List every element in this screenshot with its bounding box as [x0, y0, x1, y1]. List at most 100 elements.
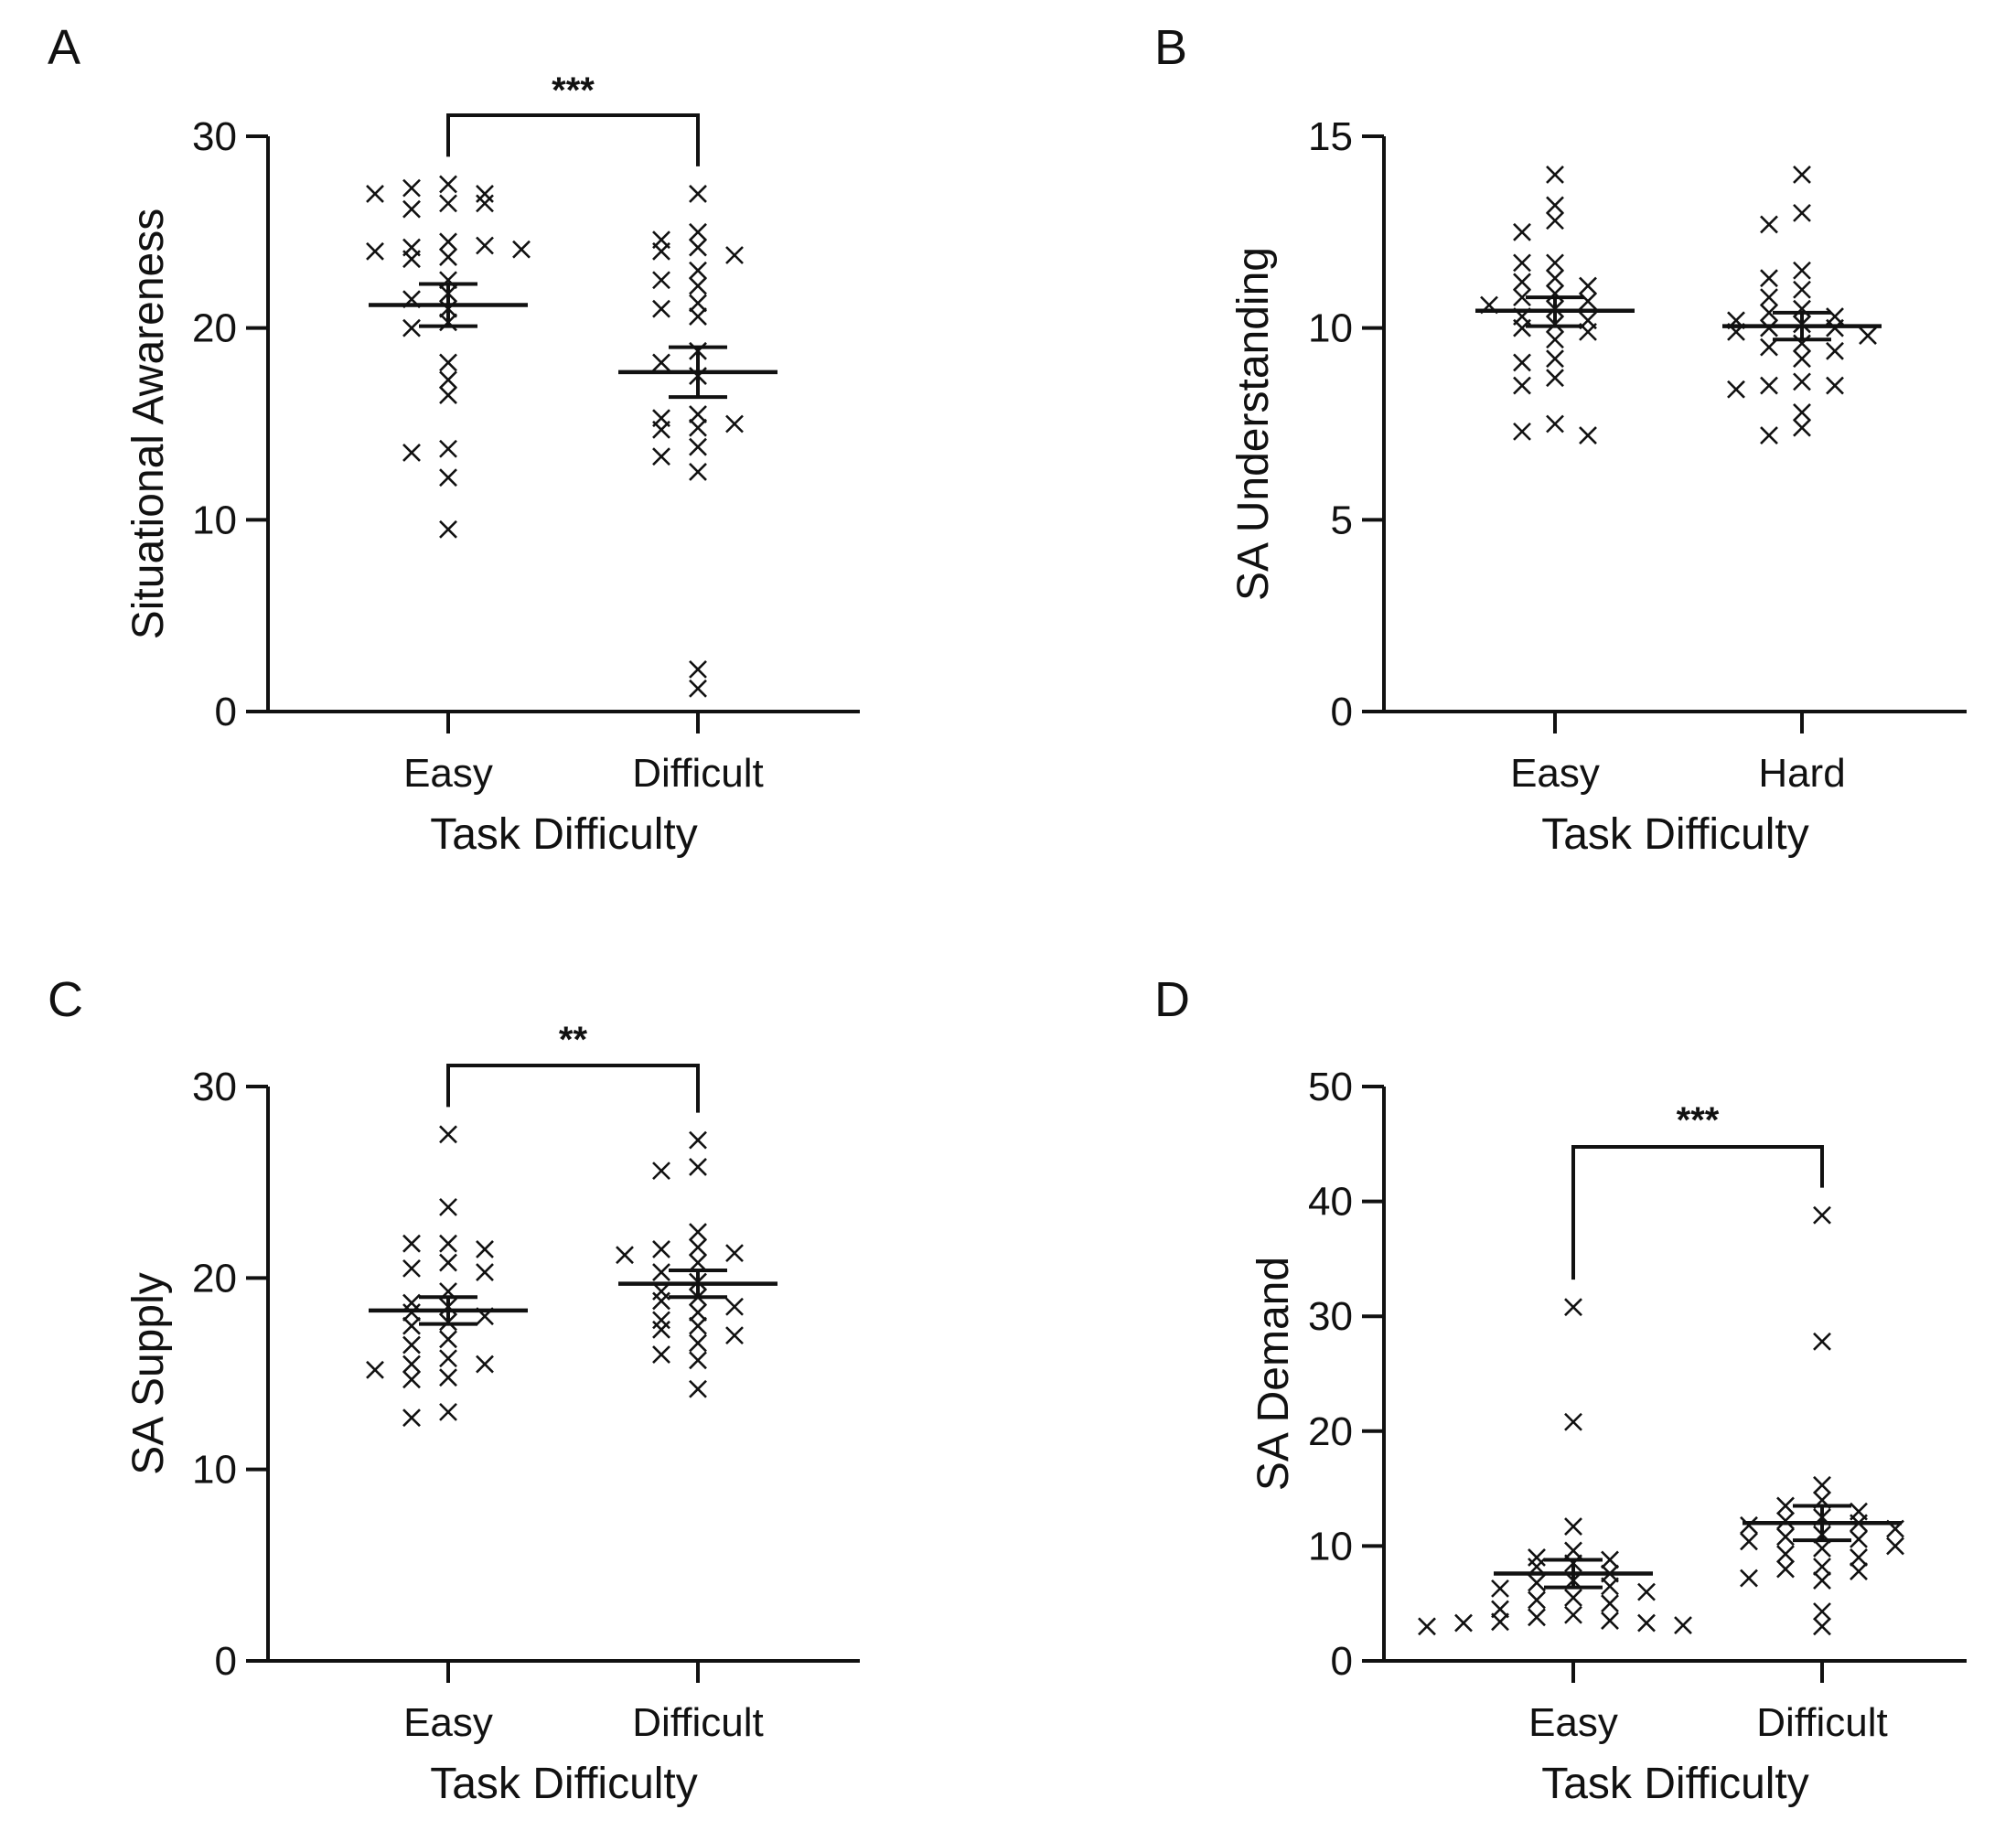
panel-b-data-point [1546, 253, 1564, 273]
panel-c-data-point [725, 1244, 744, 1263]
panel-a-data-point [439, 386, 457, 404]
panel-d-significance-label: *** [1677, 1100, 1720, 1140]
panel-a-letter: A [48, 20, 80, 75]
panel-d-data-point [1813, 1538, 1831, 1558]
panel-d-data-point [1637, 1582, 1656, 1601]
panel-c-data-point [366, 1360, 384, 1379]
panel-c-data-point [689, 1158, 707, 1176]
panel-a-data-point [402, 199, 421, 219]
panel-d-data-point [1528, 1590, 1546, 1610]
panel-c-data-point [476, 1355, 494, 1374]
panel-a: A 0 10 20 30 Easy Difficult Task Difficulty Situ… [48, 20, 860, 859]
panel-d-data-point [1813, 1332, 1831, 1351]
panel-d-category-label: Difficult [1756, 1700, 1887, 1745]
panel-a-data-point [652, 299, 670, 318]
panel-a-data-point [439, 439, 457, 458]
panel-b-data-point [1760, 303, 1778, 322]
panel-c-data-point [689, 1316, 707, 1335]
panel-a-y-tick-label: 30 [192, 114, 237, 159]
panel-d-data-point [1813, 1205, 1831, 1225]
panel-d-data-point [1491, 1579, 1509, 1598]
panel-b-data-point [1546, 211, 1564, 230]
panel-c-data-point [439, 1197, 457, 1216]
panel-c-data-point [652, 1291, 670, 1311]
panel-c-data-point [439, 1349, 457, 1368]
panel-b-data-point [1513, 353, 1531, 372]
panel-a-data-point [689, 659, 707, 679]
panel-b-data-point [1513, 376, 1531, 395]
panel-b-data-point [1859, 327, 1877, 345]
panel-d-data-point [1564, 1589, 1582, 1607]
panel-c-data-point [402, 1335, 421, 1355]
panel-a-significance-bracket [446, 113, 700, 166]
panel-d-data-point [1776, 1527, 1795, 1547]
panel-c-y-axis-title: SA Supply [124, 1272, 173, 1474]
panel-b-y-tick-label: 15 [1308, 114, 1353, 159]
panel-c-data-point [402, 1316, 421, 1335]
panel-d-y-tick-label: 10 [1308, 1524, 1353, 1569]
panel-b-data-point [1793, 261, 1811, 280]
panel-c-data-point [476, 1240, 494, 1258]
panel-b-data-point [1513, 422, 1531, 441]
panel-d-data-point [1813, 1558, 1831, 1576]
panel-d: D 0 10 20 30 40 50 Easy Difficult Task Difficulty… [1154, 972, 1967, 1808]
panel-b-data-point [1546, 196, 1564, 215]
panel-d-data-point [1776, 1496, 1795, 1515]
panel-c-data-point [439, 1368, 457, 1387]
panel-a-data-point [476, 194, 494, 213]
panel-c-data-point [652, 1240, 670, 1258]
panel-c-data-point [652, 1162, 670, 1181]
panel-d-data-point [1813, 1571, 1831, 1590]
panel-a-data-point [689, 238, 707, 257]
panel-d-significance-bracket [1571, 1145, 1824, 1280]
panel-c-data-point [439, 1330, 457, 1349]
panel-d-data-point [1601, 1594, 1619, 1613]
panel-d-data-point [1813, 1475, 1831, 1494]
panel-b-x-axis-title: Task Difficulty [1541, 810, 1809, 859]
panel-d-data-point [1601, 1550, 1619, 1569]
panel-a-data-point [439, 468, 457, 487]
panel-c-y-tick-label: 0 [215, 1639, 237, 1684]
panel-b-data-point [1579, 276, 1597, 295]
panel-a-data-point [439, 370, 457, 390]
panel-b-data-point [1546, 166, 1564, 184]
panel-d-data-point [1886, 1537, 1904, 1556]
panel-d-data-point [1776, 1545, 1795, 1564]
panel-c-data-point [439, 1253, 457, 1272]
panel-a-data-point [439, 519, 457, 539]
panel-b-data-point [1513, 222, 1531, 241]
panel-a-data-point [689, 184, 707, 203]
panel-b-data-point [1793, 280, 1811, 299]
panel-d-data-point [1740, 1515, 1758, 1535]
panel-d-data-point [1674, 1616, 1692, 1634]
panel-a-data-point [366, 241, 384, 261]
panel-c-data-point [439, 1402, 457, 1421]
panel-b-data-point [1793, 203, 1811, 222]
panel-d-y-tick-label: 50 [1308, 1065, 1353, 1109]
panel-d-data-point [1850, 1548, 1868, 1567]
panel-d-y-tick-label: 30 [1308, 1294, 1353, 1339]
panel-c-data-point [689, 1253, 707, 1272]
panel-a-category-label: Difficult [632, 751, 763, 796]
panel-a-data-point [439, 232, 457, 252]
panel-c-data-point [689, 1351, 707, 1370]
panel-d-category-label: Easy [1528, 1700, 1618, 1745]
panel-c-data-point [402, 1355, 421, 1374]
panel-a-data-point [725, 246, 744, 264]
panel-c-category-label: Easy [403, 1700, 493, 1745]
panel-a-data-point [689, 437, 707, 456]
panel-b-data-point [1793, 418, 1811, 437]
panel-d-data-point [1776, 1511, 1795, 1530]
panel-c: C 0 10 20 30 Easy Difficult Task Difficulty SA S… [48, 972, 860, 1808]
panel-a-data-point [689, 261, 707, 280]
panel-d-data-point [1776, 1559, 1795, 1579]
panel-c-data-point [652, 1311, 670, 1330]
panel-c-data-point [689, 1333, 707, 1353]
panel-a-data-point [439, 248, 457, 267]
panel-a-data-point [689, 276, 707, 295]
panel-c-y-tick-label: 30 [192, 1065, 237, 1109]
panel-a-data-point [652, 271, 670, 290]
panel-a-y-tick-label: 10 [192, 498, 237, 542]
panel-c-data-point [689, 1303, 707, 1322]
